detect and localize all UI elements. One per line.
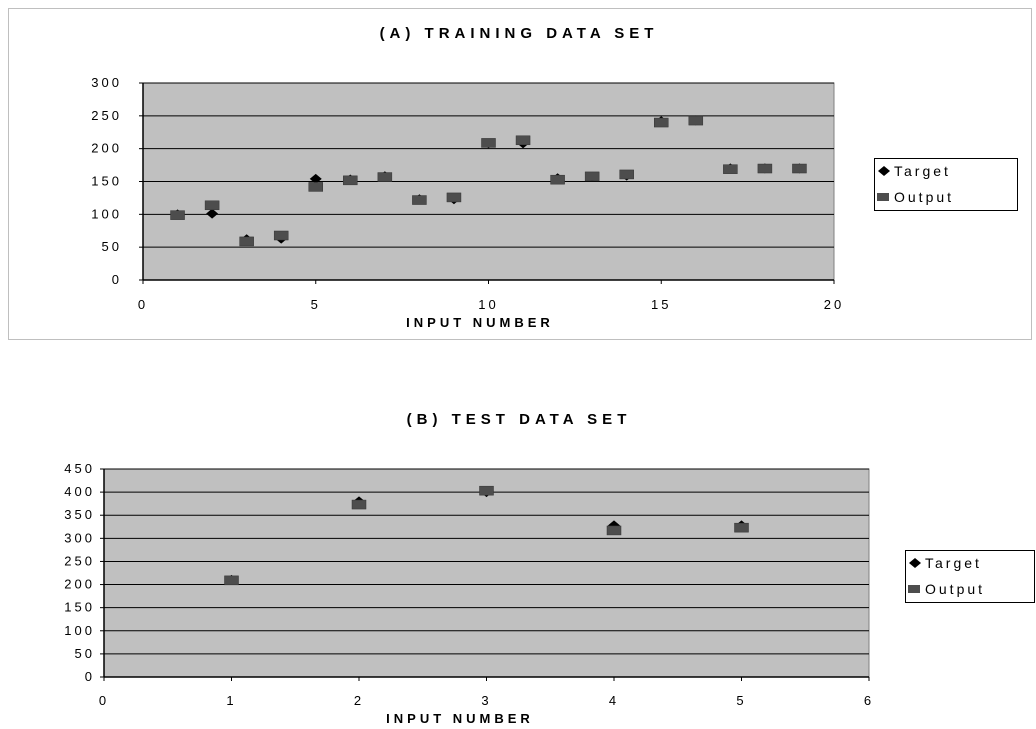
target-point — [206, 208, 219, 219]
x-tick-label: 1 — [226, 693, 236, 708]
output-point — [343, 175, 358, 186]
legend-test-output-label: Output — [925, 581, 985, 597]
x-tick-label: 6 — [864, 693, 874, 708]
output-point — [550, 174, 565, 185]
x-tick-label: 20 — [824, 297, 844, 312]
chart-training: (A) TRAINING DATA SET 050100150200250300… — [8, 8, 1032, 340]
chart-training-x-ticks: 0 5 10 15 20 — [138, 297, 844, 312]
output-point — [239, 236, 254, 247]
legend-test-output-square-icon — [908, 585, 920, 593]
y-tick-label: 0 — [85, 669, 95, 684]
y-tick-label: 300 — [91, 75, 122, 90]
y-tick-label: 450 — [64, 461, 95, 476]
output-point — [688, 115, 704, 126]
y-tick-label: 100 — [91, 206, 122, 221]
chart-training-markers — [170, 115, 807, 247]
legend-target-diamond-icon — [878, 166, 890, 176]
output-point — [734, 522, 749, 533]
output-point — [515, 135, 531, 146]
output-point — [584, 171, 600, 182]
legend-output-square-icon — [877, 193, 889, 201]
chart-test: (B) TEST DATA SET 0501001502002503003504… — [64, 411, 1035, 726]
output-point — [224, 575, 239, 586]
x-tick-label: 5 — [311, 297, 321, 312]
x-tick-label: 10 — [478, 297, 498, 312]
chart-training-x-axis-title: INPUT NUMBER — [406, 315, 554, 330]
output-point — [446, 192, 462, 203]
y-tick-label: 200 — [91, 141, 122, 156]
output-point — [606, 525, 622, 536]
x-tick-label: 3 — [481, 693, 491, 708]
chart-test-title: (B) TEST DATA SET — [407, 411, 632, 428]
target-point — [309, 173, 322, 184]
y-tick-label: 150 — [64, 600, 95, 615]
x-tick-label: 4 — [609, 693, 619, 708]
chart-test-legend-box — [905, 550, 1035, 603]
output-point — [170, 210, 185, 220]
x-tick-label: 15 — [651, 297, 671, 312]
chart-test-y-ticks: 0 50 100 150 200 250 300 350 400 450 — [64, 461, 95, 684]
y-tick-label: 50 — [102, 239, 122, 254]
y-tick-label: 250 — [64, 553, 95, 568]
y-tick-label: 250 — [91, 108, 122, 123]
chart-test-x-ticks: 0 1 2 3 4 5 6 — [99, 693, 874, 708]
y-tick-label: 350 — [64, 507, 95, 522]
output-point — [273, 230, 289, 241]
chart-test-gridlines — [100, 468, 870, 681]
output-point — [481, 138, 496, 148]
y-tick-label: 50 — [75, 646, 95, 661]
output-point — [792, 163, 807, 174]
output-point — [723, 164, 738, 174]
chart-test-plot-area — [103, 468, 870, 678]
chart-training-legend: Target Output — [874, 158, 1018, 211]
y-tick-label: 400 — [64, 484, 95, 499]
x-tick-label: 5 — [736, 693, 746, 708]
y-tick-label: 200 — [64, 577, 95, 592]
y-tick-label: 300 — [64, 530, 95, 545]
output-point — [479, 485, 494, 496]
output-point — [654, 117, 669, 128]
legend-output-label: Output — [894, 189, 954, 205]
y-tick-label: 100 — [64, 623, 95, 638]
output-point — [619, 169, 634, 180]
x-tick-label: 2 — [354, 693, 364, 708]
x-tick-label: 0 — [99, 693, 109, 708]
legend-target-label: Target — [894, 163, 951, 179]
chart-training-gridlines — [139, 82, 835, 284]
output-point — [308, 182, 323, 192]
output-point — [377, 172, 393, 182]
chart-test-x-axis-title: INPUT NUMBER — [386, 711, 534, 726]
x-tick-label: 0 — [138, 297, 148, 312]
chart-training-y-ticks: 0 50 100 150 200 250 300 — [91, 75, 122, 287]
chart-training-legend-box — [874, 158, 1018, 211]
y-tick-label: 150 — [91, 174, 122, 189]
output-point — [204, 200, 220, 211]
output-point — [412, 195, 427, 205]
legend-test-target-diamond-icon — [909, 558, 921, 568]
chart-test-legend: Target Output — [905, 550, 1035, 603]
chart-training-title: (A) TRAINING DATA SET — [380, 25, 659, 42]
output-point — [757, 163, 773, 174]
y-tick-label: 0 — [112, 272, 122, 287]
legend-test-target-label: Target — [925, 555, 982, 571]
output-point — [351, 499, 367, 510]
chart-test-markers — [224, 485, 749, 586]
